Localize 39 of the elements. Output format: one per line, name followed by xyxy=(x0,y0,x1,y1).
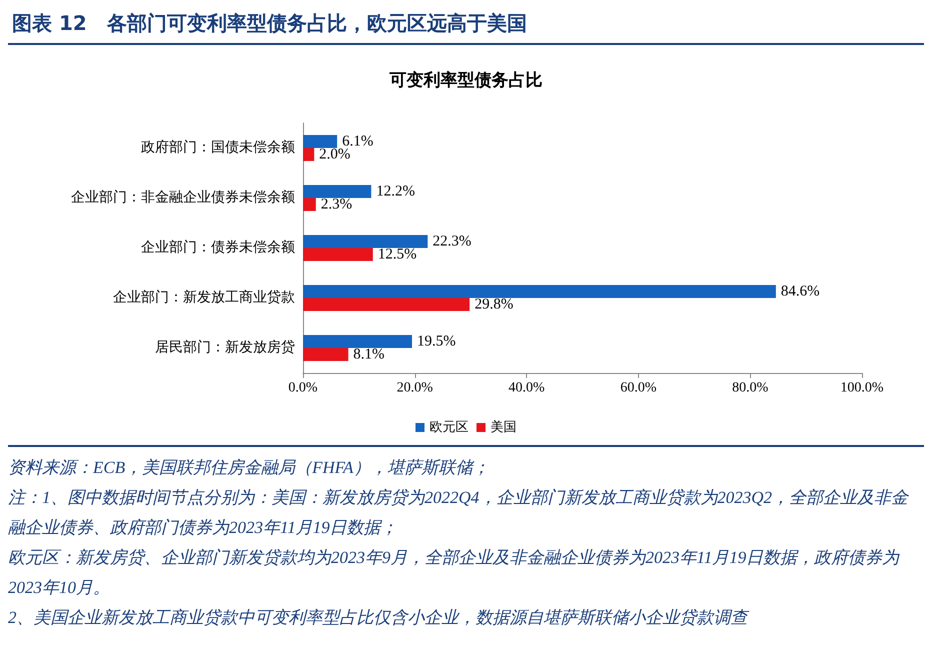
x-tick-label: 20.0% xyxy=(396,380,434,396)
data-label: 12.2% xyxy=(376,184,415,200)
bar xyxy=(303,335,412,348)
y-tick-label: 居民部门：新发放房贷 xyxy=(155,340,295,356)
text: 注：1、图中数据时间节点分别为：美国：新发放房贷为2022Q4，企业部门新发放工商业贷款为2023Q2，全部企业及非金融企业债券、政府部门债券为2023年11月19日数据； xyxy=(8,487,910,539)
data-label: 29.8% xyxy=(474,296,514,312)
bar xyxy=(303,198,316,211)
data-label: 2.0% xyxy=(319,146,350,162)
bar xyxy=(303,185,372,198)
text: 资料来源：ECB，美国联邦住房金融局（FHFA），堪萨斯联储； xyxy=(8,457,490,479)
x-tick-label: 60.0% xyxy=(620,380,657,396)
bar xyxy=(303,235,428,248)
data-label: 12.5% xyxy=(378,246,417,262)
x-tick-label: 0.0% xyxy=(288,380,318,396)
data-label: 84.6% xyxy=(780,284,820,300)
x-tick-label: 80.0% xyxy=(732,380,769,396)
x-tick-label: 100.0% xyxy=(840,380,884,396)
bar xyxy=(303,285,776,298)
data-label: 22.3% xyxy=(432,234,472,250)
text: 欧元区：新发房贷、企业部门新发贷款均为2023年9月，全部企业及非金融企业债券为2023年11月19日数据，政府债券为2023年10月。 xyxy=(8,547,901,599)
bar xyxy=(303,248,373,261)
data-label: 8.1% xyxy=(353,346,385,362)
bar xyxy=(303,135,338,148)
legend-label: 欧元区 xyxy=(430,420,468,435)
y-tick-label: 企业部门：非金融企业债券未偿余额 xyxy=(71,190,295,206)
data-label: 2.3% xyxy=(320,196,352,212)
y-tick-label: 企业部门：新发放工商业贷款 xyxy=(113,290,295,306)
bar xyxy=(303,298,470,311)
data-label: 19.5% xyxy=(417,334,456,350)
legend-label: 美国 xyxy=(490,419,516,435)
text: 2、美国企业新发放工商业贷款中可变利率型占比仅含小企业，数据源自堪萨斯联储小企业贷款调查 xyxy=(8,607,750,629)
y-tick-label: 政府部门：国债未偿余额 xyxy=(141,140,295,156)
x-tick-label: 40.0% xyxy=(508,380,546,396)
bar xyxy=(303,348,348,361)
y-tick-label: 企业部门：债券未偿余额 xyxy=(141,240,295,256)
chart-subtitle: 可变利率型债务占比 xyxy=(388,70,542,90)
chart-title: 图表 12 各部门可变利率型债务占比，欧元区远高于美国 xyxy=(8,8,924,45)
data-label: 6.1% xyxy=(342,134,374,150)
bar xyxy=(303,148,314,161)
